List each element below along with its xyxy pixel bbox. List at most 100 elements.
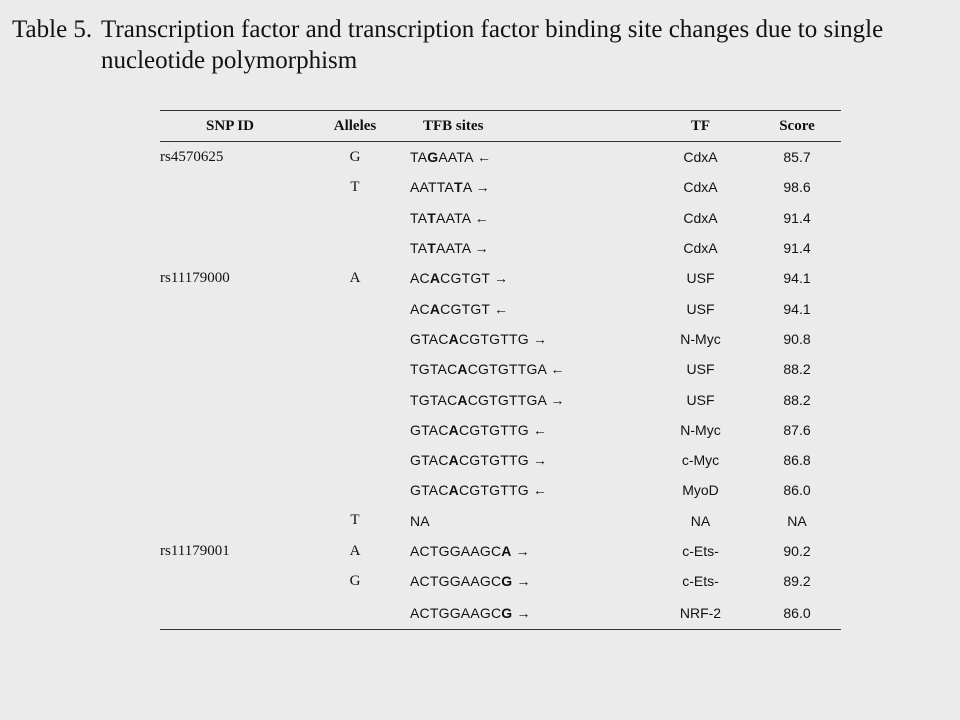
site-prefix: ACTGGAAGC xyxy=(410,543,502,559)
site-snp-base: A xyxy=(448,482,459,499)
cell-tf: USF xyxy=(686,270,715,287)
cell-tfb-site: GTACACGTGTTG ← xyxy=(410,475,648,505)
cell-tfb-site: ACTGGAAGCA → xyxy=(410,536,648,566)
cell-allele: T xyxy=(350,178,360,195)
direction-arrow-icon: ← xyxy=(494,300,509,317)
cell-snp-id xyxy=(160,475,300,505)
cell-snp-id xyxy=(160,324,300,354)
cell-snp-id xyxy=(160,506,300,536)
cell-tfb-site: ACTGGAAGCG → xyxy=(410,566,648,596)
table-body: rs4570625 G TAGAATA ← CdxA 85.7 T AATTATA → Cdx… xyxy=(160,142,841,631)
cell-snp-id xyxy=(160,172,300,202)
site-suffix: CGTGTTG xyxy=(458,421,529,438)
cell-allele xyxy=(300,384,410,414)
site-prefix: GTAC xyxy=(410,452,449,469)
cell-allele: G xyxy=(349,572,361,589)
site-suffix: AATA xyxy=(436,240,471,257)
cell-tf: USF xyxy=(686,361,715,378)
site-snp-base: A xyxy=(457,391,468,408)
cell-tfb-site: ACTGGAAGCG → xyxy=(410,596,648,631)
cell-snp-id: rs4570625 xyxy=(160,148,224,165)
table-caption: Table 5. Transcription factor and transcr… xyxy=(12,14,952,76)
cell-tf: NRF-2 xyxy=(648,596,753,631)
table-row: GTACACGTGTTG ← MyoD 86.0 xyxy=(160,475,841,505)
cell-score: 94.1 xyxy=(783,300,811,317)
table-row: TGTACACGTGTTGA ← USF 88.2 xyxy=(160,354,841,384)
cell-allele xyxy=(300,445,410,475)
site-prefix: TGTAC xyxy=(410,391,458,408)
cell-tf: USF xyxy=(686,300,715,317)
direction-arrow-icon: → xyxy=(516,573,531,590)
cell-score: 85.7 xyxy=(783,149,811,166)
cell-tfb-site: ACACGTGT ← xyxy=(410,293,648,323)
cell-score: 86.0 xyxy=(753,596,841,631)
table-row: T NA NA NA xyxy=(160,506,841,536)
cell-tf: USF xyxy=(686,391,715,408)
cell-tf: CdxA xyxy=(683,240,718,257)
cell-score: 90.2 xyxy=(783,543,811,559)
site-prefix: TA xyxy=(410,209,428,226)
cell-tfb-site: TGTACACGTGTTGA → xyxy=(410,384,648,414)
table-number: Table 5. xyxy=(12,16,93,43)
cell-snp-id xyxy=(160,203,300,233)
cell-tf: N-Myc xyxy=(680,421,721,438)
cell-score: 91.4 xyxy=(783,209,811,226)
site-snp-base: A xyxy=(429,300,441,317)
cell-snp-id: rs11179000 xyxy=(160,269,230,286)
table-row: G ACTGGAAGCG → c-Ets- 89.2 xyxy=(160,566,841,596)
cell-tf: CdxA xyxy=(683,209,718,226)
cell-score: 86.8 xyxy=(783,452,811,469)
cell-snp-id xyxy=(160,596,300,631)
cell-tf: c-Ets- xyxy=(682,543,719,559)
cell-tf: c-Myc xyxy=(681,452,720,469)
cell-score: 89.2 xyxy=(783,573,811,590)
cell-allele xyxy=(300,415,410,445)
site-snp-base: G xyxy=(501,573,513,590)
cell-allele xyxy=(300,233,410,263)
site-prefix: GTAC xyxy=(410,421,449,438)
site-suffix: CGTGTTGA xyxy=(467,361,547,378)
cell-tfb-site: ACACGTGT → xyxy=(410,263,648,293)
tfbs-table: SNP ID Alleles TFB sites TF Score rs4570… xyxy=(160,110,841,631)
cell-tfb-site: NA xyxy=(410,506,648,536)
table-row: ACTGGAAGCG → NRF-2 86.0 xyxy=(160,596,841,631)
site-snp-base: A xyxy=(429,270,441,287)
cell-tf: c-Ets- xyxy=(682,573,719,590)
site-snp-base: T xyxy=(454,179,463,196)
table-row: T AATTATA → CdxA 98.6 xyxy=(160,172,841,202)
table-row: rs4570625 G TAGAATA ← CdxA 85.7 xyxy=(160,142,841,173)
site-prefix: AC xyxy=(410,270,430,287)
cell-score: NA xyxy=(787,512,807,529)
caption-line-2: nucleotide polymorphism xyxy=(101,47,358,74)
header-score: Score xyxy=(753,110,841,142)
cell-tfb-site: GTACACGTGTTG ← xyxy=(410,415,648,445)
direction-arrow-icon: → xyxy=(494,270,509,287)
site-prefix: AATTA xyxy=(410,179,455,196)
header-tfb-sites: TFB sites xyxy=(410,110,648,142)
cell-score: 90.8 xyxy=(783,330,811,347)
cell-snp-id xyxy=(160,354,300,384)
direction-arrow-icon: ← xyxy=(532,421,548,438)
table-row: ACACGTGT ← USF 94.1 xyxy=(160,293,841,323)
cell-snp-id xyxy=(160,566,300,596)
site-prefix: TA xyxy=(410,149,428,166)
site-snp-base: T xyxy=(427,209,437,226)
site-prefix: GTAC xyxy=(410,330,449,347)
cell-allele xyxy=(300,475,410,505)
cell-allele: A xyxy=(349,269,361,286)
cell-score: 98.6 xyxy=(783,179,811,196)
site-snp-base: T xyxy=(427,240,437,257)
table-row: rs11179001 A ACTGGAAGCA → c-Ets- 90.2 xyxy=(160,536,841,566)
cell-tf: N-Myc xyxy=(680,330,721,347)
direction-arrow-icon: → xyxy=(550,391,565,408)
site-snp-base: G xyxy=(501,604,513,621)
cell-snp-id xyxy=(160,293,300,323)
cell-score: 86.0 xyxy=(783,482,811,499)
direction-arrow-icon: → xyxy=(515,543,530,559)
site-prefix: TGTAC xyxy=(410,361,458,378)
table-row: rs11179000 A ACACGTGT → USF 94.1 xyxy=(160,263,841,293)
direction-arrow-icon: → xyxy=(475,179,490,196)
site-suffix: CGTGT xyxy=(440,300,490,317)
cell-score: 88.2 xyxy=(783,391,811,408)
header-row: SNP ID Alleles TFB sites TF Score xyxy=(160,110,841,142)
